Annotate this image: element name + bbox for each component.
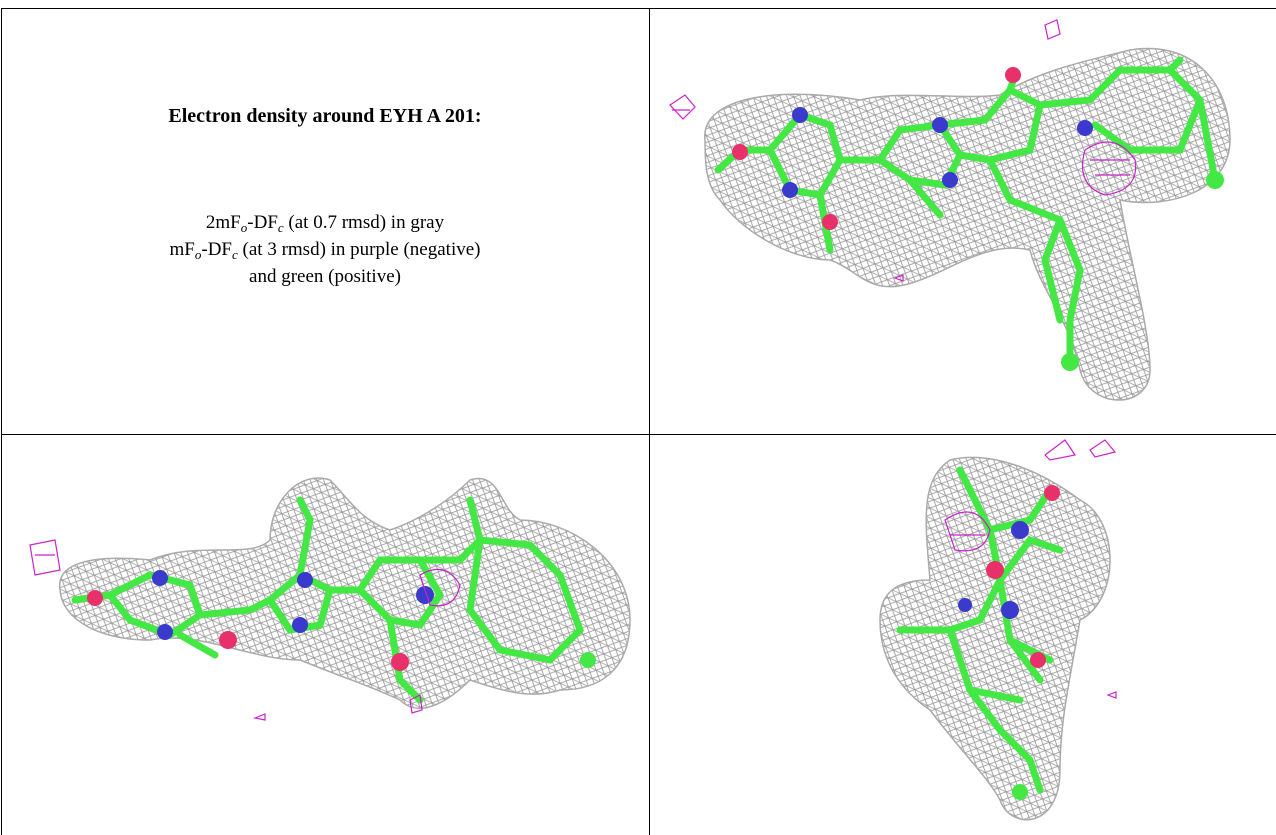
caption-text: (at 3 rmsd) in purple (negative) bbox=[238, 239, 481, 260]
caption-text: 2mF bbox=[206, 212, 241, 233]
density-view-top-right bbox=[670, 20, 1230, 400]
caption: 2mFo-DFc (at 0.7 rmsd) in gray mFo-DFc (… bbox=[2, 209, 648, 290]
caption-line: and green (positive) bbox=[2, 263, 648, 290]
caption-cell: Electron density around EYH A 201: 2mFo-… bbox=[2, 9, 648, 433]
caption-text: (at 0.7 rmsd) in gray bbox=[284, 212, 444, 233]
figure-title: Electron density around EYH A 201: bbox=[2, 105, 648, 128]
caption-text: -DF bbox=[201, 239, 232, 260]
page: {"title": "Electron density around EYH A… bbox=[0, 0, 1276, 835]
caption-text: -DF bbox=[247, 212, 278, 233]
caption-line: mFo-DFc (at 3 rmsd) in purple (negative) bbox=[2, 236, 648, 263]
caption-line: 2mFo-DFc (at 0.7 rmsd) in gray bbox=[2, 209, 648, 236]
density-view-bottom-left bbox=[30, 478, 630, 720]
caption-text: mF bbox=[170, 239, 195, 260]
density-view-bottom-right bbox=[880, 440, 1116, 820]
